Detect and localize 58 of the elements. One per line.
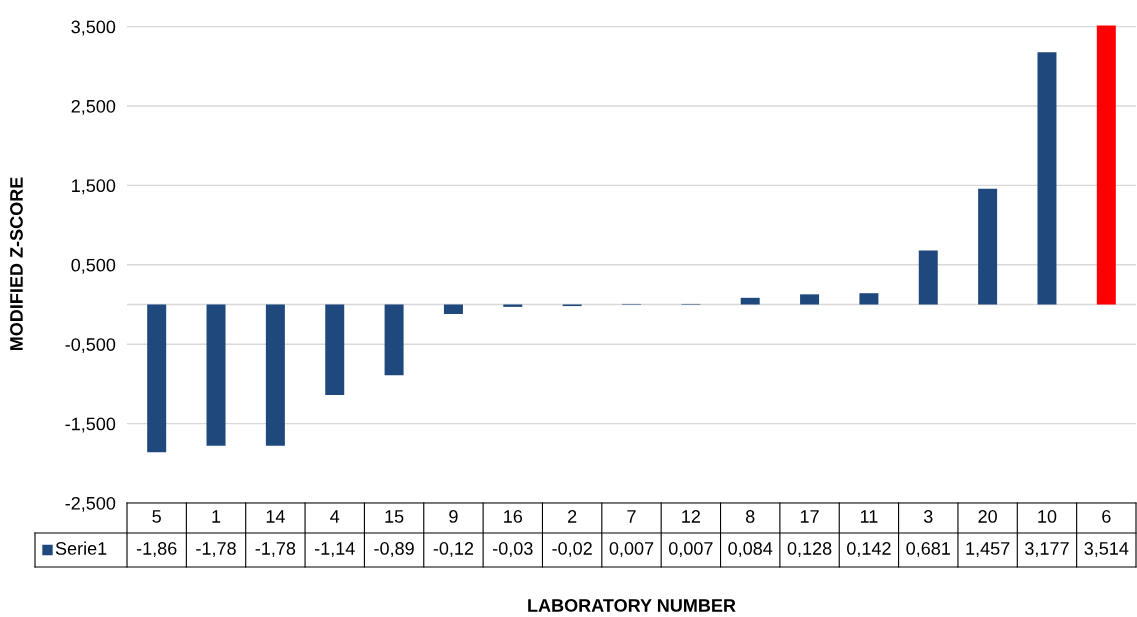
x-axis-title: LABORATORY NUMBER: [528, 599, 736, 612]
bar: [859, 293, 879, 305]
x-tick-label: 17: [800, 510, 819, 523]
bar: [147, 304, 167, 453]
data-label: 3,514: [1084, 542, 1129, 557]
bar: [918, 250, 938, 305]
x-tick-label: 16: [504, 510, 523, 523]
y-tick-label: -2,500: [65, 496, 116, 512]
y-tick-label: 3,500: [71, 20, 116, 36]
data-label: 0,084: [728, 542, 773, 557]
data-label: 3,177: [1025, 542, 1069, 557]
bar: [325, 304, 345, 396]
data-label: -1,78: [196, 542, 236, 557]
data-label: 0,128: [787, 542, 832, 557]
bar: [206, 304, 226, 446]
x-tick-label: 12: [682, 510, 700, 523]
data-label: -0,02: [552, 542, 592, 557]
y-tick-label: -0,500: [65, 338, 116, 354]
x-tick-label: 15: [385, 510, 404, 523]
y-axis-title: MODIFIED Z-SCORE: [10, 177, 23, 351]
data-label: 0,681: [906, 542, 950, 557]
y-tick-label: 2,500: [71, 99, 116, 115]
bar: [740, 297, 760, 305]
x-tick-label: 7: [627, 510, 636, 523]
x-tick-label: 4: [330, 510, 340, 523]
bar: [443, 304, 463, 315]
bar: [265, 304, 285, 446]
bar: [1037, 52, 1057, 305]
y-tick-label: -1,500: [65, 417, 116, 433]
data-label: -1,86: [136, 542, 177, 557]
data-label: 1,457: [966, 542, 1010, 557]
bar: [978, 188, 998, 305]
x-tick-label: 11: [860, 510, 878, 523]
x-tick-label: 3: [923, 510, 933, 523]
data-label: -0,89: [374, 542, 414, 557]
data-label: -1,78: [255, 542, 296, 557]
x-tick-label: 9: [449, 510, 458, 523]
data-label: -0,12: [433, 542, 474, 557]
bar: [1096, 25, 1116, 305]
x-tick-label: 5: [152, 510, 161, 523]
x-tick-label: 1: [212, 510, 221, 523]
bar: [384, 304, 404, 376]
legend-label: Serie1: [55, 541, 107, 555]
x-tick-label: 10: [1038, 510, 1057, 523]
bar: [800, 294, 820, 305]
data-label: -1,14: [314, 542, 355, 557]
x-tick-label: 2: [568, 510, 577, 523]
x-tick-label: 6: [1102, 510, 1111, 523]
y-tick-label: 1,500: [72, 179, 116, 195]
bar: [503, 304, 523, 307]
x-tick-label: 14: [266, 510, 285, 523]
data-label: 0,142: [847, 542, 891, 557]
data-label: -0,03: [493, 542, 533, 557]
data-label: 0,007: [668, 542, 713, 557]
data-label: 0,007: [609, 542, 654, 557]
x-tick-label: 8: [745, 510, 755, 523]
y-tick-label: 0,500: [71, 258, 116, 274]
x-tick-label: 20: [978, 510, 997, 523]
